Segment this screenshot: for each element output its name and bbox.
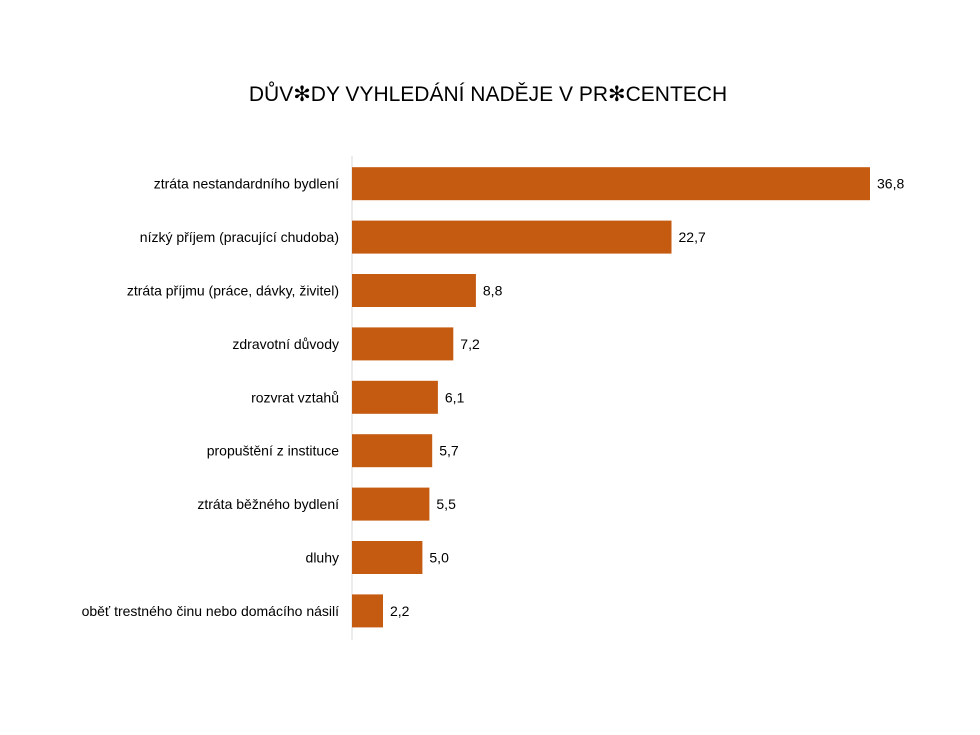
bar-4 xyxy=(352,327,454,361)
value-label-1: 36,8 xyxy=(877,176,904,192)
category-label-8: dluhy xyxy=(306,550,339,566)
value-label-3: 8,8 xyxy=(483,283,503,299)
value-labels: 36,8 22,7 8,8 7,2 6,1 5,7 5,5 5,0 2,2 xyxy=(390,176,904,619)
value-label-7: 5,5 xyxy=(436,496,456,512)
bar-8 xyxy=(352,541,423,574)
bar-7 xyxy=(352,487,430,521)
category-label-1: ztráta nestandardního bydlení xyxy=(154,176,339,192)
bar-3 xyxy=(352,274,476,307)
category-labels: ztráta nestandardního bydlení nízký příje… xyxy=(82,176,340,619)
bar-6 xyxy=(352,434,433,468)
value-label-9: 2,2 xyxy=(390,603,410,619)
value-label-5: 6,1 xyxy=(445,389,465,405)
bar-9 xyxy=(352,594,383,628)
category-label-2: nízký příjem (pracující chudoba) xyxy=(140,229,339,245)
bar-5 xyxy=(352,380,438,414)
value-label-8: 5,0 xyxy=(429,550,449,566)
value-label-2: 22,7 xyxy=(679,229,706,245)
category-label-6: propuštění z instituce xyxy=(207,443,340,459)
chart-title: DŮV✻DY VYHLEDÁNÍ NADĚJE V PR✻CENTECH xyxy=(249,82,727,106)
bars-group xyxy=(352,167,870,628)
value-label-6: 5,7 xyxy=(439,443,459,459)
value-label-4: 7,2 xyxy=(460,336,480,352)
category-label-3: ztráta příjmu (práce, dávky, živitel) xyxy=(127,283,339,299)
category-label-9: oběť trestného činu nebo domácího násilí xyxy=(82,603,340,619)
category-label-4: zdravotní důvody xyxy=(232,336,339,352)
bar-2 xyxy=(352,220,672,254)
category-label-5: rozvrat vztahů xyxy=(251,389,339,405)
category-label-7: ztráta běžného bydlení xyxy=(197,496,339,512)
bar-1 xyxy=(352,167,870,201)
